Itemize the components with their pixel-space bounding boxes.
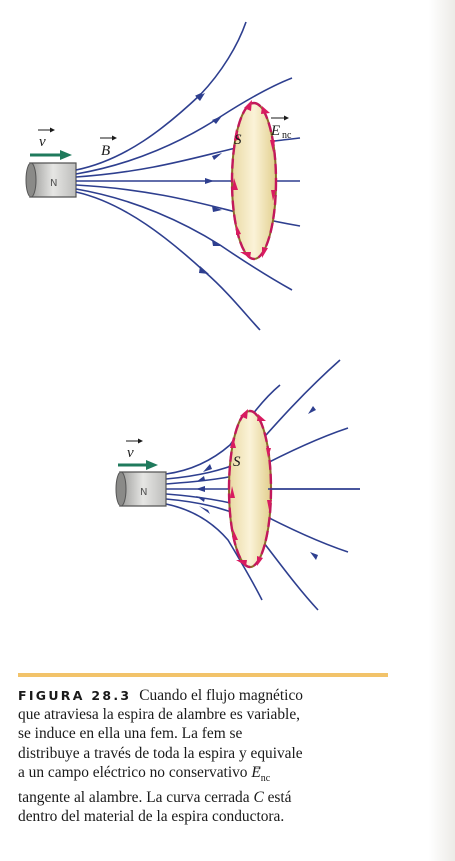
diagram-top: N — [25, 21, 301, 331]
caption-line-2: que atraviesa la espira de alambre es va… — [18, 706, 301, 724]
field-arrows-top — [196, 93, 222, 274]
svg-text:N: N — [50, 178, 57, 189]
wire-loop-top: S — [230, 100, 278, 261]
figure-caption: FIGURA 28.3 Cuando el flujo magnético qu… — [18, 686, 398, 827]
magnet-bottom: N — [115, 471, 167, 507]
caption-line-5: a un campo eléctrico no conservativo — [18, 763, 248, 781]
b-field-label: B — [100, 135, 117, 159]
caption-curve-symbol: C — [253, 789, 264, 807]
velocity-arrow-bottom: v — [118, 438, 158, 470]
b-field-symbol: B — [101, 143, 110, 159]
caption-rule — [18, 673, 388, 677]
caption-e-subscript: nc — [260, 772, 271, 784]
diagram-bottom: N S — [115, 359, 360, 611]
caption-line-3: se induce en ella una fem. La fem se — [18, 725, 243, 743]
figure-label: FIGURA 28.3 — [18, 688, 132, 703]
figure-illustration: N — [25, 21, 360, 611]
svg-text:N: N — [140, 487, 147, 498]
caption-e-symbol: E — [251, 763, 261, 781]
caption-line-1: Cuando el flujo magnético — [139, 687, 303, 704]
caption-line-7: dentro del material de la espira conduct… — [18, 808, 285, 826]
field-arrows-bottom — [196, 406, 318, 560]
efield-subscript: nc — [282, 130, 292, 141]
caption-line-6: tangente al alambre. La curva cerrada — [18, 789, 250, 807]
efield-label-top: E nc — [270, 115, 292, 141]
velocity-label-top: v — [39, 134, 46, 150]
surface-label-top: S — [234, 132, 242, 148]
velocity-arrow-top: v — [30, 127, 72, 160]
page-edge-shadow — [429, 0, 455, 861]
magnet-top: N — [25, 162, 77, 198]
caption-e-vector: → Enc — [251, 761, 271, 784]
surface-label-bottom: S — [233, 454, 241, 470]
wire-loop-bottom: S — [227, 409, 273, 569]
caption-tail: está — [267, 789, 292, 807]
velocity-label-bottom: v — [127, 445, 134, 461]
caption-line-4: distribuye a través de toda la espira y … — [18, 744, 303, 762]
efield-symbol: E — [270, 123, 280, 139]
